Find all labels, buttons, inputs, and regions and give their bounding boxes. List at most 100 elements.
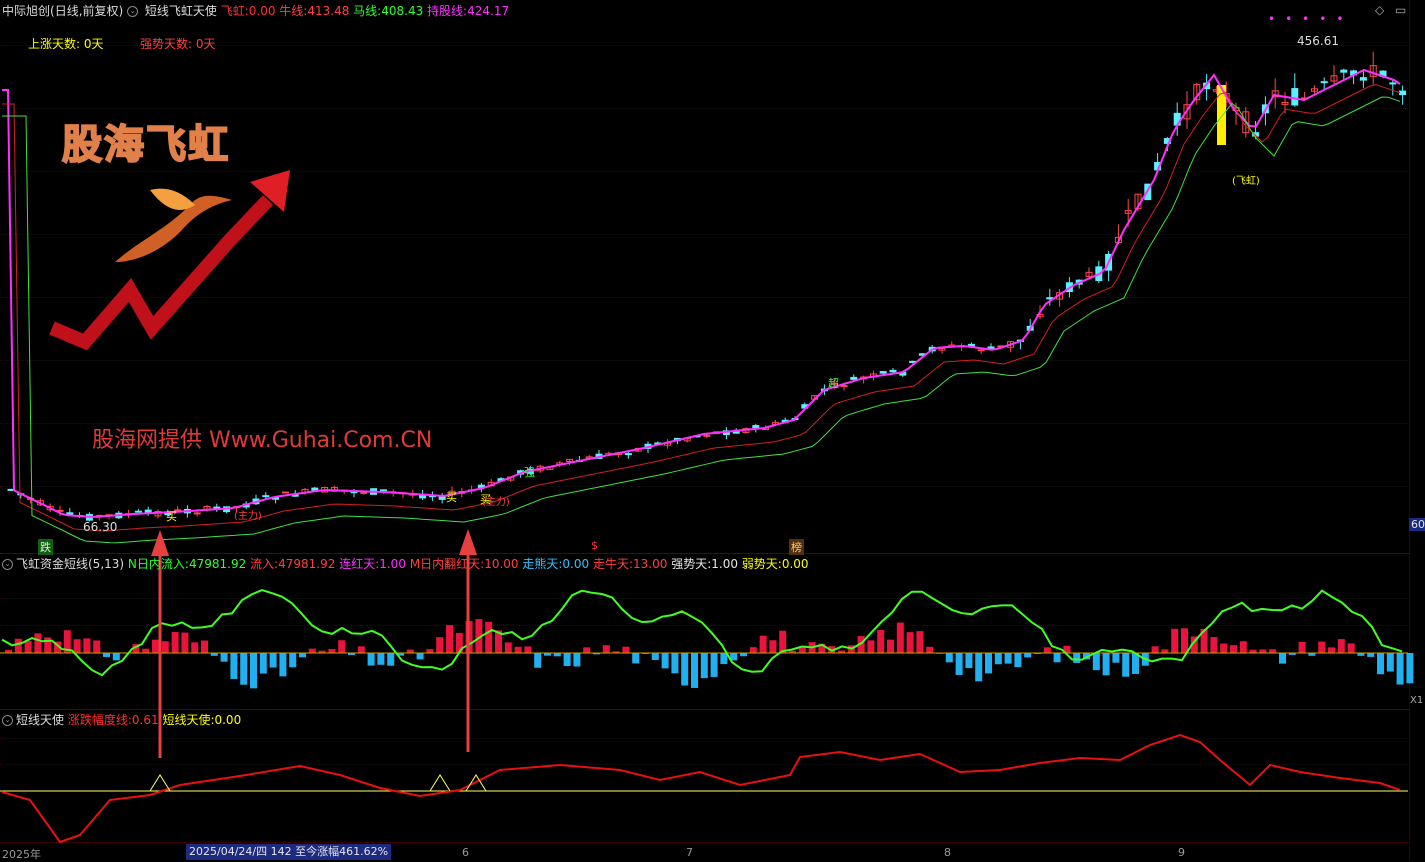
flow-bar [103, 653, 110, 657]
amplitude-line [2, 735, 1400, 842]
flow-bar [1073, 653, 1080, 663]
flow-bar [1397, 653, 1404, 685]
rs-label: 弱势天: [742, 557, 782, 571]
flow-bar [1103, 653, 1110, 675]
flow-bar [368, 653, 375, 666]
axis-tick-8: 8 [944, 846, 951, 859]
flow-bar [965, 653, 972, 668]
flow-bar [1318, 642, 1325, 653]
flow-bar [93, 640, 100, 653]
candle [1360, 71, 1366, 87]
special-badge: $ [591, 539, 598, 552]
candle [851, 374, 857, 379]
flow-bar [1024, 653, 1031, 657]
collapse-icon[interactable]: ⌄ [127, 6, 138, 17]
flow-bar [74, 639, 81, 653]
flow-bar [652, 653, 659, 660]
expand-icon[interactable]: ▭ [1395, 3, 1406, 17]
period-label[interactable]: (日线,前复权) [50, 4, 123, 18]
m-label: M日内翻红天: [410, 557, 484, 571]
flow-bar [632, 653, 639, 663]
main-force-label-2: (主力) [482, 493, 510, 508]
diamond-icon[interactable]: ◇ [1375, 3, 1384, 17]
panel3-header: ⌄短线天使 涨跌幅度线:0.61 短线天使:0.00 [2, 713, 241, 727]
flow-bar [299, 653, 306, 657]
stock-name[interactable]: 中际旭创 [2, 4, 50, 18]
flow-bar [407, 650, 414, 653]
flow-bar [515, 647, 522, 653]
flow-bar [573, 653, 580, 667]
flow-bar [1269, 649, 1276, 653]
flow-bar [1054, 653, 1061, 662]
mx-value: 408.43 [381, 4, 423, 18]
angel-peak [430, 775, 450, 791]
flow-bar [44, 637, 51, 653]
flow-bar [956, 653, 963, 675]
flow-bar [250, 653, 257, 688]
flow-bar [1367, 653, 1374, 657]
panel3-title[interactable]: 短线天使 [16, 713, 64, 727]
collapse-icon[interactable]: ⌄ [2, 559, 13, 570]
flow-bar [1387, 653, 1394, 672]
flow-bar [15, 639, 22, 653]
n-in-value: 47981.92 [189, 557, 246, 571]
axis-tick-9: 9 [1178, 846, 1185, 859]
flow-bar [1044, 647, 1051, 653]
flow-bar [691, 653, 698, 688]
flow-bar [750, 647, 757, 653]
flow-bar [358, 646, 365, 653]
panel2-scale: X1 [1410, 695, 1423, 706]
date-status: 2025/04/24/四 142 至今涨幅461.62% [186, 844, 391, 860]
flow-bar [681, 653, 688, 686]
logo-arrow-icon [52, 170, 290, 342]
flow-bar [1181, 628, 1188, 653]
chao-label: 超 [828, 375, 839, 391]
candle [1311, 85, 1317, 94]
flow-bar [877, 630, 884, 653]
flow-bar [289, 653, 296, 667]
flow-bar [172, 632, 179, 653]
watermark: 股海网提供 Www.Guhai.Com.CN [92, 422, 432, 454]
flow-bar [701, 653, 708, 678]
flow-bar [191, 642, 198, 653]
rank-badge: 榜 [789, 539, 804, 555]
flow-bar [25, 641, 32, 653]
nx-label: 牛线: [279, 4, 307, 18]
flow-bar [1377, 653, 1384, 674]
panel2-title[interactable]: 飞虹资金短线(5,13) [16, 557, 124, 571]
flow-bar [603, 645, 610, 653]
candle [978, 349, 984, 354]
in-label: 流入: [250, 557, 278, 571]
fh-label: 飞虹: [221, 4, 249, 18]
flow-bar [867, 640, 874, 653]
indicator-name[interactable]: 短线飞虹天使 [145, 4, 217, 18]
flow-bar [485, 622, 492, 653]
logo-title: 股海飞虹 [62, 112, 230, 170]
flow-bar [436, 637, 443, 653]
candle [723, 427, 729, 439]
fall-badge: 跌 [38, 539, 53, 555]
candle [1057, 289, 1063, 307]
flow-bar [142, 649, 149, 653]
zn-label: 走牛天: [593, 557, 633, 571]
flow-bar [34, 633, 41, 653]
candle [1272, 78, 1278, 108]
lian-label: 强 [524, 464, 535, 480]
dx-value: 0.00 [214, 713, 241, 727]
flow-bar [926, 647, 933, 653]
flow-bar [916, 631, 923, 653]
flow-bar [1406, 653, 1413, 683]
flow-bar [338, 640, 345, 653]
collapse-icon[interactable]: ⌄ [2, 715, 13, 726]
flow-bar [1220, 644, 1227, 653]
flow-bar [622, 647, 629, 653]
flow-bar [1014, 653, 1021, 667]
dx-label: 短线天使: [162, 713, 214, 727]
high-price-label: 456.61 [1297, 34, 1339, 48]
flow-bar [417, 653, 424, 659]
candle [1292, 73, 1298, 106]
qs-label: 强势天: [671, 557, 711, 571]
flow-bar [270, 653, 277, 668]
flow-bar [907, 632, 914, 653]
cg-label: 持股线: [427, 4, 467, 18]
